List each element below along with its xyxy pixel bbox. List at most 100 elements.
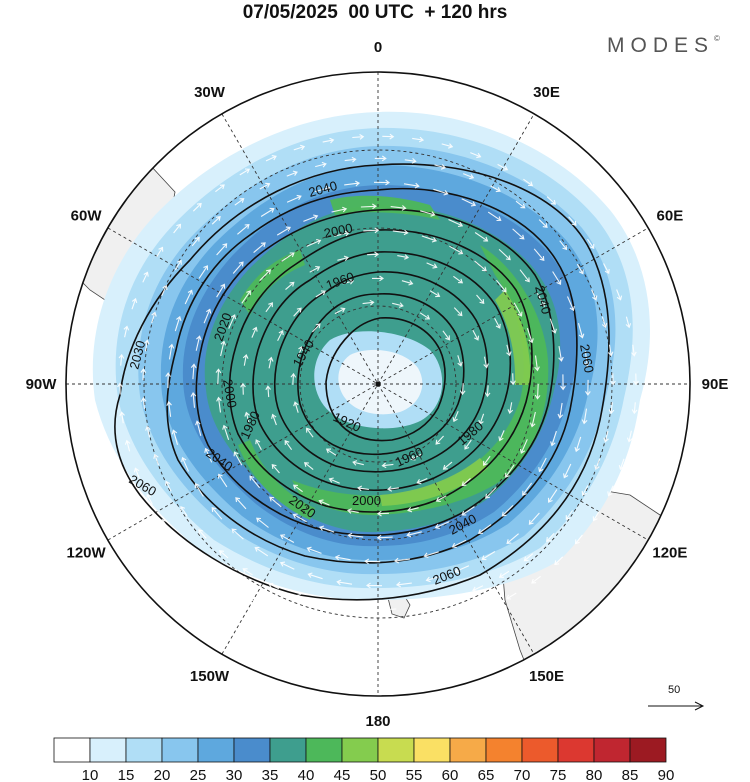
wind-arrow <box>216 243 228 256</box>
wind-arrow <box>498 248 511 261</box>
wind-arrow <box>515 200 526 209</box>
colorbar-label: 40 <box>298 767 315 782</box>
wind-arrow <box>331 206 348 213</box>
wind-arrow <box>483 455 491 466</box>
wind-arrow <box>311 323 321 333</box>
wind-arrow <box>498 430 505 442</box>
wind-arrow <box>352 460 364 466</box>
wind-arrow <box>434 164 447 170</box>
wind-arrow <box>510 373 516 386</box>
wind-arrow <box>472 585 484 592</box>
wind-arrow <box>476 294 485 305</box>
jet-core-south <box>380 458 488 506</box>
wind-arrow <box>505 464 515 478</box>
wind-arrow <box>216 283 226 298</box>
wind-arrow <box>581 408 588 425</box>
wind-arrow <box>382 133 395 140</box>
contour-label-2000: 2000 <box>323 220 354 241</box>
wind-arrow <box>336 579 353 586</box>
wind-arrow <box>453 307 463 317</box>
jet-south-west <box>238 440 315 520</box>
wind-arrow <box>534 355 540 372</box>
colorbar-label: 50 <box>370 767 387 782</box>
contour-1980 <box>252 251 512 491</box>
wind-arrow <box>131 297 138 310</box>
longitude-labels: 0 30E 60E 90E 120E 150E 180 150W 120W 90W 60W 30W <box>26 39 729 730</box>
colorbar-swatch <box>197 737 235 763</box>
wind-arrow <box>433 188 449 196</box>
wind-arrow <box>133 467 140 479</box>
wind-arrow <box>253 242 266 254</box>
wind-arrow <box>443 596 456 603</box>
wind-arrow <box>265 302 273 313</box>
wind-arrow <box>484 385 491 398</box>
wind-arrow <box>255 439 262 450</box>
wind-arrow <box>631 402 638 415</box>
land-tasmania <box>559 635 577 655</box>
wind-arrow <box>151 311 157 324</box>
wind-arrow <box>295 593 308 600</box>
wind-arrow <box>256 517 269 528</box>
colorbar-swatch <box>485 737 523 763</box>
colorbar-label: 85 <box>622 767 639 782</box>
wind-arrow <box>259 269 271 281</box>
wind-arrow <box>276 226 291 236</box>
wind-arrow <box>464 439 472 450</box>
wind-arrow <box>215 184 225 193</box>
wind-arrow <box>574 436 582 453</box>
lon-label-120w: 120W <box>67 545 107 562</box>
wind-arrow <box>607 485 614 497</box>
wind-arrow <box>560 374 566 391</box>
wind-arrow <box>454 565 470 574</box>
lon-label-60w: 60W <box>71 208 103 225</box>
wind-arrow <box>192 202 202 212</box>
colorbar-swatch <box>161 737 199 763</box>
wind-arrow <box>364 558 381 565</box>
colorbar-swatch <box>269 737 307 763</box>
wind-arrow <box>240 382 246 395</box>
wind-arrow <box>284 440 293 451</box>
wind-arrow <box>451 539 467 549</box>
wind-arrow <box>179 542 188 552</box>
wind-arrow <box>195 420 202 436</box>
lon-label-30w: 30W <box>194 84 226 101</box>
colorbar-swatch <box>593 737 631 763</box>
wind-arrow <box>346 508 359 514</box>
wind-arrow <box>450 617 463 624</box>
lon-label-150w: 150W <box>190 668 230 685</box>
wind-arrow <box>302 619 315 625</box>
wind-arrow <box>434 521 450 529</box>
wind-arrow <box>390 205 407 211</box>
wind-arrow <box>512 228 525 240</box>
wind-arrow <box>587 238 595 250</box>
wind-arrow <box>344 180 361 187</box>
wind-arrow <box>286 170 298 177</box>
wind-arrow <box>442 330 450 341</box>
colorbar-label: 60 <box>442 767 459 782</box>
wind-arrow <box>156 246 164 258</box>
wind-arrow <box>419 312 431 320</box>
colorbar-label: 65 <box>478 767 495 782</box>
wind-arrow <box>421 624 434 631</box>
colorbar-label: 80 <box>586 767 603 782</box>
wind-arrow <box>234 198 245 206</box>
wind-arrow <box>318 499 330 506</box>
wind-arrow <box>118 353 125 366</box>
wind-arrow <box>547 489 558 503</box>
wind-arrow <box>626 430 633 443</box>
colorbar-swatch <box>629 737 667 763</box>
wind-arrow <box>168 343 175 360</box>
jet-core-east <box>495 290 531 385</box>
wind-arrow <box>394 557 410 564</box>
wind-arrow <box>322 137 335 144</box>
wind-arrow <box>260 207 275 217</box>
colorbar-label: 55 <box>406 767 423 782</box>
wind-arrow <box>254 546 269 557</box>
wind-arrow <box>490 185 501 193</box>
lon-label-120e: 120E <box>652 545 687 562</box>
wind-arrow <box>381 462 394 469</box>
colorbar: 10 15 20 25 30 35 40 45 50 55 60 65 70 75 80 85 90 <box>53 737 674 782</box>
polar-vortex-inner <box>338 349 423 415</box>
colorbar-label: 15 <box>118 767 135 782</box>
